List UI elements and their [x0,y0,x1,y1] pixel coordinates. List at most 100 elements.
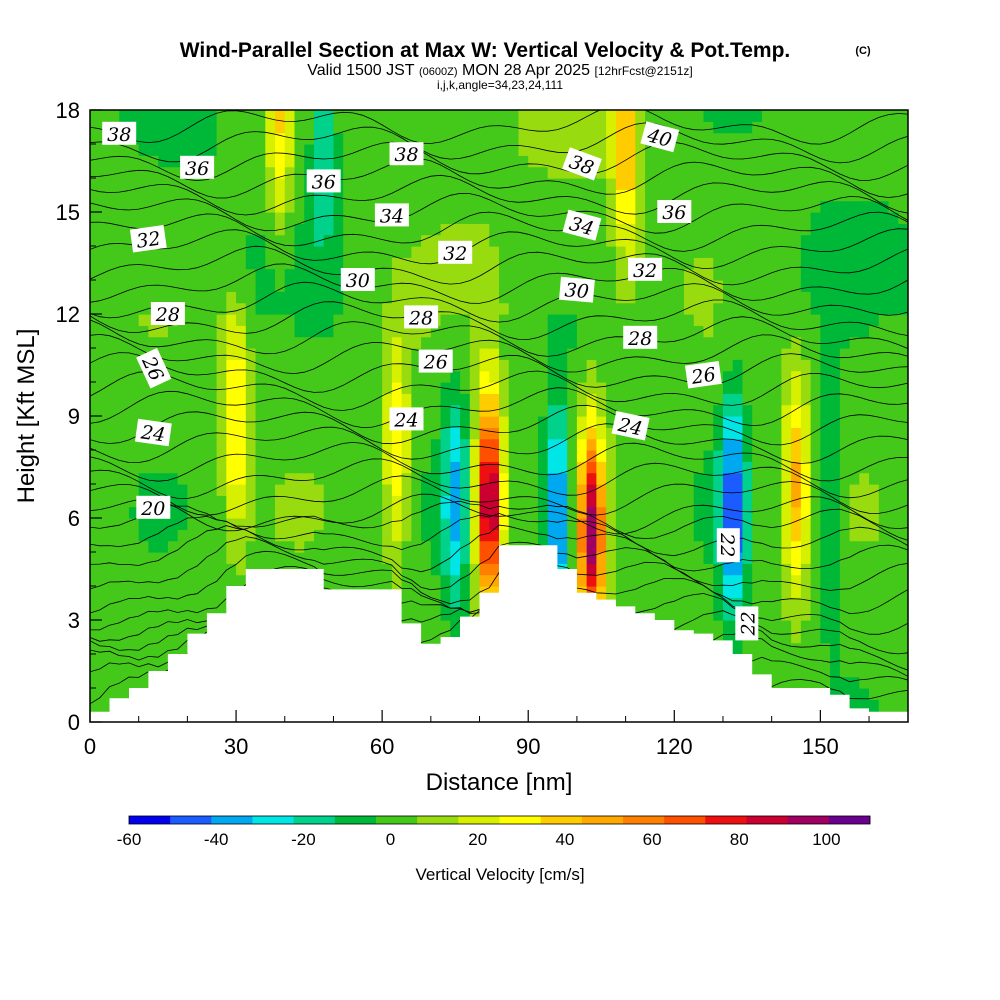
velocity-cell [275,427,286,440]
velocity-cell [216,302,227,315]
velocity-cell [489,382,500,394]
velocity-cell [742,280,753,292]
velocity-cell [693,427,705,440]
velocity-cell [567,529,578,542]
velocity-cell [839,246,851,258]
velocity-cell [216,484,227,496]
velocity-cell [430,189,442,202]
velocity-cell [537,427,549,440]
velocity-cell [206,268,218,281]
velocity-cell [576,484,588,496]
velocity-cell [625,280,636,292]
velocity-cell [606,484,617,496]
velocity-cell [615,359,627,372]
velocity-cell [469,450,481,462]
velocity-cell [674,506,685,519]
velocity-cell [450,620,461,632]
velocity-cell [148,212,159,224]
velocity-cell [742,586,753,598]
velocity-cell [635,404,646,417]
velocity-cell [781,438,792,451]
velocity-cell [216,314,227,326]
velocity-cell [810,631,821,644]
velocity-cell [586,438,597,451]
chart-indices: i,j,k,angle=34,23,24,111 [437,78,563,92]
velocity-cell [839,348,851,360]
velocity-cell [275,280,286,292]
isentrope-line [90,141,908,182]
velocity-cell [158,121,169,134]
velocity-cell [693,620,705,632]
velocity-cell [810,110,821,122]
velocity-cell [518,246,529,258]
velocity-cell [528,212,539,224]
contour-label-text: 28 [408,307,433,329]
velocity-cell [674,608,685,621]
velocity-cell [255,461,266,474]
velocity-cell [460,200,471,213]
velocity-cell [206,234,218,247]
contour-label-box [389,407,424,431]
velocity-cell [752,574,763,587]
velocity-cell [557,212,568,224]
velocity-cell [528,450,539,462]
velocity-cell [128,620,140,632]
velocity-cell [830,608,841,621]
velocity-cell [489,257,500,270]
velocity-cell [820,234,831,247]
velocity-cell [781,574,792,587]
velocity-cell [187,540,198,553]
velocity-cell [216,438,227,451]
velocity-cell [839,563,851,576]
velocity-cell [635,155,646,168]
velocity-cell [450,552,461,564]
velocity-cell [878,438,890,451]
velocity-cell [255,382,266,394]
velocity-cell [810,132,821,145]
velocity-cell [245,552,257,564]
velocity-cell [518,518,529,530]
velocity-cell [119,166,130,179]
velocity-cell [401,359,412,372]
velocity-cell [382,416,393,428]
isentrope-line [90,245,908,286]
velocity-cell [109,484,120,496]
velocity-cell [664,302,675,315]
velocity-cell [732,574,744,587]
velocity-cell [167,597,179,610]
velocity-cell [236,359,247,372]
velocity-cell [800,393,812,406]
velocity-cell [430,495,442,508]
velocity-cell [752,540,763,553]
velocity-cell [654,472,666,485]
velocity-cell [216,450,227,462]
contour-label: 36 [657,200,692,224]
velocity-cell [99,438,111,451]
velocity-cell [684,110,695,122]
velocity-cell [820,416,831,428]
velocity-cell [236,540,247,553]
velocity-cell [294,416,305,428]
velocity-cell [304,518,315,530]
velocity-cell [265,416,276,428]
velocity-cell [90,166,101,179]
velocity-cell [703,427,714,440]
velocity-cell [654,427,666,440]
velocity-cell [537,438,549,451]
velocity-cell [596,144,607,156]
velocity-cell [752,325,763,338]
velocity-cell [869,325,880,338]
velocity-cell [839,325,851,338]
velocity-cell [440,382,451,394]
velocity-cell [781,132,792,145]
velocity-cell [615,348,627,360]
velocity-cell [343,438,354,451]
velocity-cell [128,642,140,655]
velocity-cell [460,495,471,508]
velocity-cell [684,620,695,632]
velocity-cell [460,427,471,440]
velocity-cell [343,212,354,224]
velocity-cell [158,212,169,224]
velocity-cell [761,495,773,508]
velocity-cell [771,280,783,292]
